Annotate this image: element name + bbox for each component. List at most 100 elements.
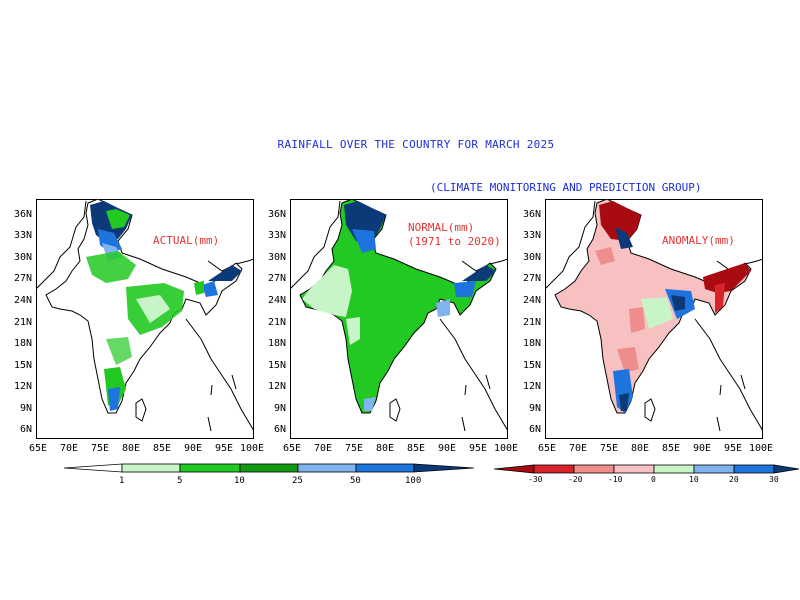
lat-label: 30N xyxy=(13,252,32,263)
lat-label: 6N xyxy=(528,424,541,435)
lon-label: 100E xyxy=(240,443,265,454)
lon-label: 85E xyxy=(407,443,426,454)
map-title: RAINFALL OVER THE COUNTRY FOR MARCH 2025 xyxy=(277,138,555,151)
panel-normal: NORMAL(mm) (1971 to 2020) xyxy=(290,199,508,439)
lat-label: 12N xyxy=(13,381,32,392)
lon-label: 80E xyxy=(122,443,141,454)
panel-label-anomaly: ANOMALY(mm) xyxy=(662,234,735,248)
lon-label: 100E xyxy=(749,443,774,454)
lat-label: 24N xyxy=(267,295,286,306)
lat-label: 15N xyxy=(13,360,32,371)
country-boundary xyxy=(290,199,508,432)
lat-label: 21N xyxy=(522,317,541,328)
colorbar-tick: 1 xyxy=(119,476,125,486)
lon-label: 70E xyxy=(60,443,79,454)
colorbar-segment xyxy=(494,464,535,474)
lat-label: 9N xyxy=(19,403,32,414)
colorbar-segment xyxy=(413,463,475,473)
colorbar-segment xyxy=(355,463,415,473)
lat-label: 27N xyxy=(267,273,286,284)
colorbar-tick: -30 xyxy=(528,475,543,484)
anomaly-fill xyxy=(595,201,751,413)
anomaly-map xyxy=(545,199,763,439)
colorbar-tick: 5 xyxy=(177,476,183,486)
lon-label: 95E xyxy=(215,443,234,454)
lat-label: 15N xyxy=(267,360,286,371)
anomaly-colorbar xyxy=(494,464,800,474)
lat-label: 30N xyxy=(522,252,541,263)
colorbar-segment xyxy=(64,463,123,473)
colorbar-tick: 0 xyxy=(651,475,656,484)
colorbar-segment xyxy=(297,463,357,473)
lon-label: 65E xyxy=(538,443,557,454)
lon-label: 70E xyxy=(569,443,588,454)
panel-label-line: (1971 to 2020) xyxy=(408,235,501,248)
colorbar-segment xyxy=(533,464,575,474)
lat-label: 6N xyxy=(273,424,286,435)
lat-label: 18N xyxy=(267,338,286,349)
colorbar-tick: 25 xyxy=(292,476,303,486)
lon-label: 65E xyxy=(283,443,302,454)
lon-label: 95E xyxy=(469,443,488,454)
colorbar-tick: 20 xyxy=(729,475,739,484)
panel-label-line: ACTUAL(mm) xyxy=(153,234,220,247)
lon-label: 75E xyxy=(345,443,364,454)
colorbar-tick: 30 xyxy=(769,475,779,484)
rainfall-fill xyxy=(86,201,242,411)
lon-label: 75E xyxy=(91,443,110,454)
lat-label: 24N xyxy=(13,295,32,306)
lat-label: 12N xyxy=(522,381,541,392)
lat-label: 27N xyxy=(13,273,32,284)
lon-label: 100E xyxy=(494,443,519,454)
map-subtitle: (CLIMATE MONITORING AND PREDICTION GROUP… xyxy=(430,181,702,194)
lat-label: 18N xyxy=(13,338,32,349)
lon-label: 90E xyxy=(438,443,457,454)
lat-label: 36N xyxy=(522,209,541,220)
colorbar-segment xyxy=(613,464,655,474)
actual-map xyxy=(36,199,254,439)
rainfall-colorbar xyxy=(64,463,475,473)
lon-label: 80E xyxy=(631,443,650,454)
colorbar-segment xyxy=(653,464,695,474)
lon-label: 65E xyxy=(29,443,48,454)
lat-label: 6N xyxy=(19,424,32,435)
panel-label-line: ANOMALY(mm) xyxy=(662,234,735,247)
panel-label-actual: ACTUAL(mm) xyxy=(153,234,219,248)
lat-label: 36N xyxy=(13,209,32,220)
lon-label: 95E xyxy=(724,443,743,454)
lon-label: 90E xyxy=(184,443,203,454)
lat-label: 36N xyxy=(267,209,286,220)
panel-actual: ACTUAL(mm) xyxy=(36,199,254,439)
lat-label: 18N xyxy=(522,338,541,349)
lon-label: 85E xyxy=(662,443,681,454)
lat-label: 21N xyxy=(267,317,286,328)
panel-anomaly: ANOMALY(mm) xyxy=(545,199,763,439)
colorbar-tick: -10 xyxy=(608,475,623,484)
lat-label: 21N xyxy=(13,317,32,328)
lon-label: 70E xyxy=(314,443,333,454)
colorbar-segment xyxy=(733,464,775,474)
normal-map xyxy=(290,199,508,439)
colorbar-segment xyxy=(573,464,615,474)
lat-label: 30N xyxy=(267,252,286,263)
colorbar-tick: 10 xyxy=(689,475,699,484)
colorbar-tick: 50 xyxy=(350,476,361,486)
panel-label-line: NORMAL(mm) xyxy=(408,221,475,234)
lat-label: 27N xyxy=(522,273,541,284)
colorbar-tick: 10 xyxy=(234,476,245,486)
lat-label: 9N xyxy=(273,403,286,414)
lat-label: 15N xyxy=(522,360,541,371)
lat-label: 24N xyxy=(522,295,541,306)
colorbar-segment xyxy=(239,463,299,473)
lat-label: 9N xyxy=(528,403,541,414)
lat-label: 33N xyxy=(13,230,32,241)
lat-label: 33N xyxy=(522,230,541,241)
colorbar-segment xyxy=(693,464,735,474)
lat-label: 33N xyxy=(267,230,286,241)
lat-label: 12N xyxy=(267,381,286,392)
panel-label-normal: NORMAL(mm) (1971 to 2020) xyxy=(408,221,501,249)
colorbar-segment xyxy=(773,464,800,474)
colorbar-tick: 100 xyxy=(405,476,422,486)
lon-label: 85E xyxy=(153,443,172,454)
colorbar-segment xyxy=(179,463,241,473)
